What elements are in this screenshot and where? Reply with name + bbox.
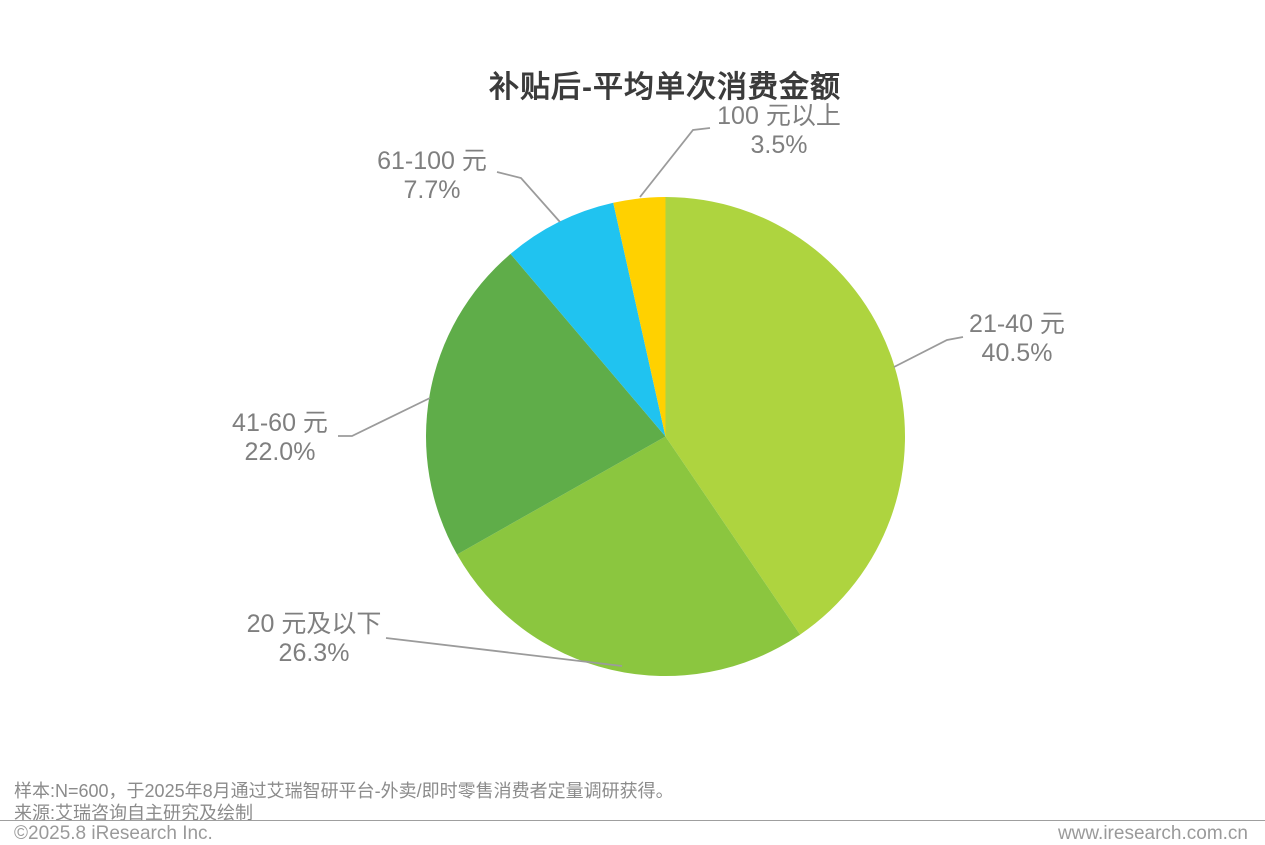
slice-label-21-40: 21-40 元 40.5% xyxy=(932,310,1102,368)
leader-line-1 xyxy=(385,637,623,667)
slice-label-20-and-below: 20 元及以下 26.3% xyxy=(229,610,399,668)
slice-label-61-100: 61-100 元 7.7% xyxy=(347,147,517,205)
pie-slice-2 xyxy=(426,253,666,555)
slice-percent-text: 7.7% xyxy=(403,176,461,204)
slice-percent-text: 3.5% xyxy=(750,131,808,159)
leader-line-3 xyxy=(496,171,561,223)
slice-label-text: 61-100 元 xyxy=(377,147,487,175)
website-text: www.iresearch.com.cn xyxy=(1057,823,1248,844)
pie-slice-1 xyxy=(457,436,801,676)
leader-line-2 xyxy=(338,397,431,437)
slice-percent-text: 40.5% xyxy=(981,339,1053,367)
slice-percent-text: 26.3% xyxy=(278,639,350,667)
slice-percent-text: 22.0% xyxy=(244,438,316,466)
slice-label-text: 41-60 元 xyxy=(232,409,328,437)
pie-slice-4 xyxy=(613,197,666,437)
slice-label-100-above: 100 元以上 3.5% xyxy=(694,102,864,160)
pie-slice-3 xyxy=(510,202,666,437)
leader-line-0 xyxy=(893,336,964,368)
slice-label-text: 21-40 元 xyxy=(969,310,1065,338)
source-note: 来源:艾瑞咨询自主研究及绘制 xyxy=(14,803,253,823)
footer-divider xyxy=(0,820,1265,821)
sample-note: 样本:N=600，于2025年8月通过艾瑞智研平台-外卖/即时零售消费者定量调研… xyxy=(14,781,674,801)
leader-line-4 xyxy=(639,127,711,198)
slice-label-text: 20 元及以下 xyxy=(246,610,382,638)
copyright-text: ©2025.8 iResearch Inc. xyxy=(14,823,213,844)
chart-title: 补贴后-平均单次消费金额 xyxy=(489,71,841,104)
pie-slice-0 xyxy=(665,197,905,635)
slice-label-text: 100 元以上 xyxy=(717,102,841,130)
slice-label-41-60: 41-60 元 22.0% xyxy=(195,409,365,467)
